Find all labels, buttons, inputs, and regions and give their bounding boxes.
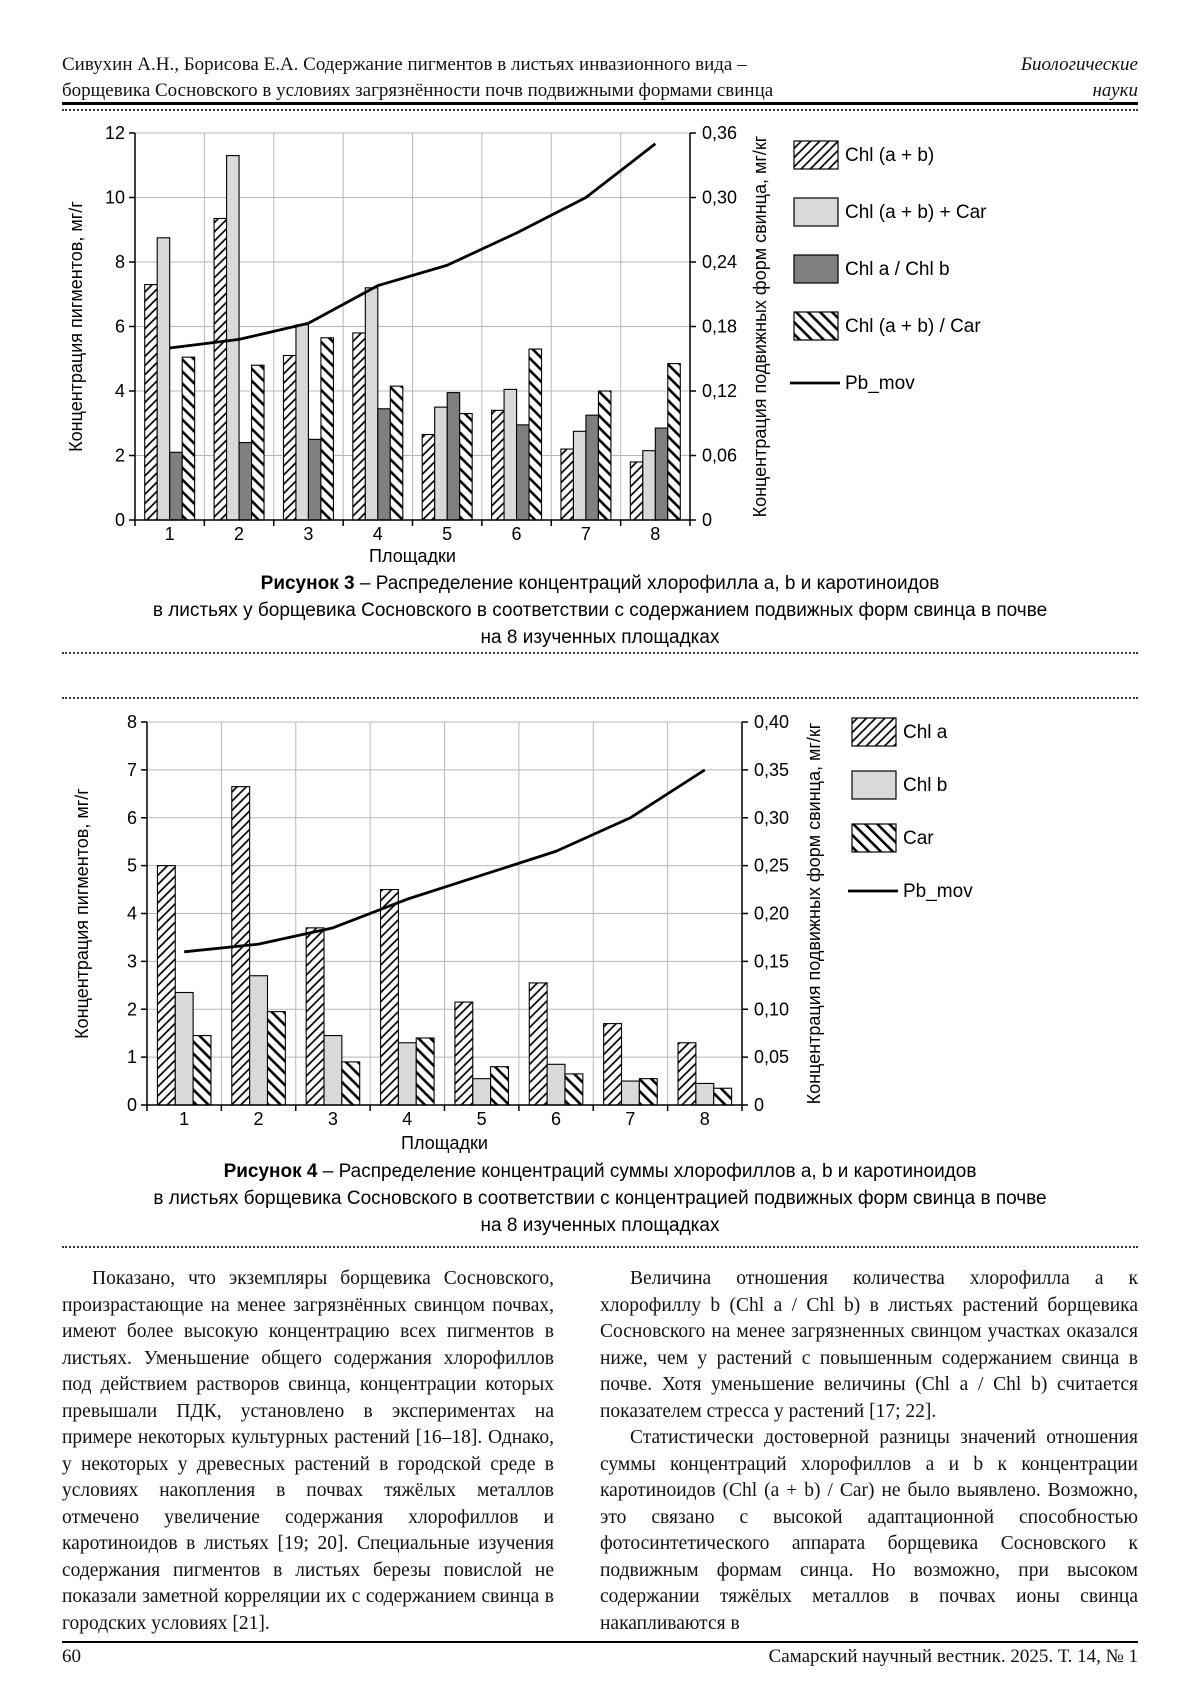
- svg-text:5: 5: [477, 1109, 487, 1129]
- paragraph: Статистически достоверной разницы значен…: [600, 1427, 1138, 1634]
- svg-text:3: 3: [303, 524, 313, 544]
- svg-text:Pb_mov: Pb_mov: [903, 881, 973, 902]
- svg-text:Концентрация подвижных форм: Концентрация подвижных форм свинца, мг/к…: [750, 135, 770, 517]
- svg-text:2: 2: [254, 1109, 264, 1129]
- figure3-caption: Рисунок 3 – Распределение концентраций х…: [62, 570, 1138, 651]
- separator-dotted-2: [62, 697, 1138, 699]
- svg-text:6: 6: [115, 317, 125, 337]
- figure3-caption-line3: на 8 изученных площадках: [480, 627, 720, 648]
- svg-text:2: 2: [115, 446, 125, 466]
- svg-text:Площадки: Площадки: [401, 1133, 488, 1153]
- svg-text:0,18: 0,18: [702, 317, 737, 337]
- svg-text:12: 12: [105, 123, 125, 143]
- svg-text:6: 6: [551, 1109, 561, 1129]
- svg-text:6: 6: [127, 808, 137, 828]
- running-head-authors-title: Сивухин А.Н., Борисова Е.А. Содержание п…: [62, 52, 882, 104]
- figure3-caption-line1: – Распределение концентраций хлорофилла …: [354, 573, 940, 594]
- svg-text:0,30: 0,30: [754, 808, 789, 828]
- paragraph: Величина отношения количества хлорофилла…: [600, 1268, 1138, 1422]
- svg-text:8: 8: [650, 524, 660, 544]
- svg-text:0,15: 0,15: [754, 951, 789, 971]
- svg-text:0,40: 0,40: [754, 712, 789, 732]
- svg-text:4: 4: [115, 381, 125, 401]
- svg-text:Chl (a + b) / Car: Chl (a + b) / Car: [845, 316, 981, 337]
- svg-text:Chl (a + b) + Car: Chl (a + b) + Car: [845, 202, 987, 223]
- svg-text:5: 5: [442, 524, 452, 544]
- figure3-caption-line2: в листьях у борщевика Сосновского в соот…: [152, 600, 1048, 621]
- svg-text:0,24: 0,24: [702, 252, 737, 272]
- svg-text:7: 7: [581, 524, 591, 544]
- svg-text:4: 4: [373, 524, 383, 544]
- svg-text:0,12: 0,12: [702, 381, 737, 401]
- footer: 60 Самарский научный вестник. 2025. Т. 1…: [62, 1646, 1138, 1668]
- svg-text:8: 8: [115, 252, 125, 272]
- header-dotted-rule: [62, 109, 1138, 111]
- svg-text:0,25: 0,25: [754, 856, 789, 876]
- body-column-right: Величина отношения количества хлорофилла…: [600, 1266, 1138, 1637]
- svg-text:4: 4: [127, 904, 137, 924]
- svg-text:2: 2: [234, 524, 244, 544]
- journal-reference: Самарский научный вестник. 2025. Т. 14, …: [768, 1646, 1138, 1667]
- running-head-line1: Сивухин А.Н., Борисова Е.А. Содержание п…: [62, 54, 747, 75]
- svg-text:1: 1: [127, 1047, 137, 1067]
- svg-text:2: 2: [127, 999, 137, 1019]
- svg-text:Концентрация подвижных форм: Концентрация подвижных форм свинца, мг/к…: [804, 722, 824, 1104]
- running-head-line2: борщевика Сосновского в условиях загрязн…: [62, 80, 774, 101]
- paragraph: Показано, что экземпляры борщевика Сосно…: [62, 1268, 554, 1634]
- svg-text:0,30: 0,30: [702, 188, 737, 208]
- figure4-caption: Рисунок 4 – Распределение концентраций с…: [62, 1158, 1138, 1239]
- header-rule: [62, 102, 1138, 105]
- svg-text:Концентрация пигментов, мг/г: Концентрация пигментов, мг/г: [72, 788, 92, 1039]
- svg-text:Chl (a + b): Chl (a + b): [845, 145, 934, 166]
- svg-text:Площадки: Площадки: [369, 546, 456, 565]
- svg-text:Chl b: Chl b: [903, 775, 947, 796]
- svg-text:0: 0: [115, 510, 125, 530]
- svg-text:7: 7: [625, 1109, 635, 1129]
- running-head: Сивухин А.Н., Борисова Е.А. Содержание п…: [62, 52, 1138, 104]
- svg-text:0,05: 0,05: [754, 1047, 789, 1067]
- svg-text:0: 0: [702, 510, 712, 530]
- figure3-caption-label: Рисунок 3: [260, 573, 355, 594]
- separator-dotted-3: [62, 1246, 1138, 1248]
- svg-text:Pb_mov: Pb_mov: [845, 373, 915, 394]
- svg-text:0: 0: [127, 1095, 137, 1115]
- svg-text:Chl a / Chl b: Chl a / Chl b: [845, 259, 950, 280]
- figure4-caption-line3: на 8 изученных площадках: [480, 1215, 720, 1236]
- svg-text:0,36: 0,36: [702, 123, 737, 143]
- svg-text:3: 3: [328, 1109, 338, 1129]
- svg-text:4: 4: [402, 1109, 412, 1129]
- figure4-chart: 0 1 2 3 4 5 6 7 8 0 0,05 0,10 0,15 0,20 0,25 0,30 0,35 0,…: [72, 712, 973, 1153]
- separator-dotted-1: [62, 652, 1138, 654]
- svg-text:Car: Car: [903, 828, 934, 849]
- svg-text:Концентрация пигментов, мг/г: Концентрация пигментов, мг/г: [66, 201, 86, 452]
- svg-text:0,10: 0,10: [754, 999, 789, 1019]
- svg-text:0,06: 0,06: [702, 446, 737, 466]
- svg-text:8: 8: [127, 712, 137, 732]
- svg-text:10: 10: [105, 188, 125, 208]
- svg-text:3: 3: [127, 951, 137, 971]
- body-column-left: Показано, что экземпляры борщевика Сосно…: [62, 1266, 554, 1637]
- svg-text:1: 1: [179, 1109, 189, 1129]
- svg-text:7: 7: [127, 760, 137, 780]
- svg-text:5: 5: [127, 856, 137, 876]
- svg-text:1: 1: [165, 524, 175, 544]
- figure4-caption-label: Рисунок 4: [223, 1161, 318, 1182]
- svg-text:Chl a: Chl a: [903, 722, 948, 743]
- svg-text:0,35: 0,35: [754, 760, 789, 780]
- svg-text:6: 6: [512, 524, 522, 544]
- footer-rule: [62, 1641, 1138, 1643]
- figure4-caption-line2: в листьях борщевика Сосновского в соотве…: [153, 1188, 1047, 1209]
- svg-text:8: 8: [700, 1109, 710, 1129]
- svg-text:0: 0: [754, 1095, 764, 1115]
- running-head-section: Биологические науки: [1020, 54, 1138, 101]
- figure4-caption-line1: – Распределение концентраций суммы хлоро…: [317, 1161, 977, 1182]
- svg-text:0,20: 0,20: [754, 904, 789, 924]
- page-number: 60: [62, 1646, 81, 1667]
